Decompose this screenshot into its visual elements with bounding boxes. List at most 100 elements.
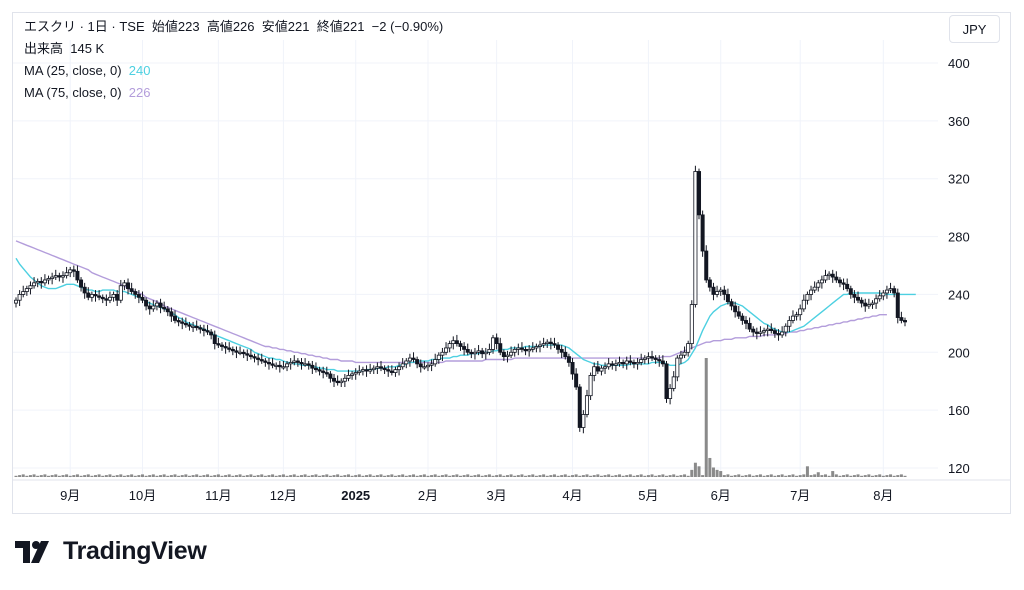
volume-bar: [321, 475, 325, 477]
ma25-row[interactable]: MA (25, close, 0) 240: [24, 60, 443, 82]
volume-bar: [271, 474, 275, 477]
candle-body: [328, 373, 333, 379]
candle-body: [194, 325, 199, 329]
volume-bar: [209, 475, 213, 477]
candle-body: [310, 364, 315, 369]
time-tick-label: 10月: [129, 488, 156, 503]
candle-body: [765, 328, 770, 331]
candle-body: [834, 276, 839, 281]
open-value: 223: [177, 19, 200, 34]
volume-bar: [397, 475, 401, 477]
volume-bar: [542, 474, 546, 477]
candle-body: [133, 291, 138, 295]
volume-bar: [618, 474, 622, 477]
candle-body: [266, 362, 271, 365]
candle-body: [545, 341, 550, 345]
volume-bar: [224, 475, 228, 477]
candle-body: [888, 288, 893, 291]
volume-bar: [545, 475, 549, 477]
candle-body: [444, 347, 449, 353]
currency-button[interactable]: JPY: [949, 15, 1000, 43]
candle-body: [256, 357, 261, 360]
volume-bar: [852, 475, 856, 477]
volume-bar: [426, 475, 430, 477]
time-tick-label: 2月: [418, 488, 438, 503]
candle-body: [541, 343, 546, 346]
volume-bar: [318, 475, 322, 477]
candle-body: [798, 308, 803, 316]
candle-body: [740, 315, 745, 321]
candle-body: [415, 359, 420, 365]
candle-body: [295, 360, 300, 363]
candle-body: [505, 354, 510, 358]
candle-body: [274, 364, 279, 367]
candle-body: [357, 370, 362, 373]
volume-bar: [274, 475, 278, 477]
candle-body: [845, 283, 850, 290]
volume-bar: [57, 475, 61, 477]
volume-bar: [278, 475, 282, 477]
candle-body: [592, 366, 597, 376]
ma75-row[interactable]: MA (75, close, 0) 226: [24, 82, 443, 104]
candle-body: [650, 356, 655, 359]
volume-bar: [896, 475, 900, 477]
volume-bar: [751, 475, 755, 477]
volume-bar: [744, 475, 748, 477]
volume-bar: [892, 475, 896, 477]
volume-bar: [18, 475, 22, 477]
volume-bar: [737, 474, 741, 477]
volume-bar: [675, 475, 679, 477]
low-value: 221: [287, 19, 310, 34]
tradingview-brand[interactable]: TradingView: [15, 537, 207, 566]
candle-body: [718, 289, 723, 292]
volume-bar: [805, 466, 809, 477]
candle-body: [697, 171, 702, 216]
time-axis: 9月 10月 11月 12月 2025 2月 3月 4月 5月 6月 7月 8月: [12, 479, 1011, 503]
candle-body: [198, 327, 203, 330]
candle-body: [725, 294, 730, 303]
price-tick-label: 200: [948, 345, 970, 360]
volume-bar: [516, 475, 520, 477]
volume-bar: [831, 471, 835, 477]
volume-bar: [220, 475, 224, 477]
volume-bar: [690, 469, 694, 477]
volume-bar: [144, 475, 148, 477]
volume-bar: [650, 474, 654, 477]
time-tick-label: 2025: [341, 488, 370, 503]
volume-bar: [592, 475, 596, 477]
volume-bar: [365, 475, 369, 477]
candle-body: [205, 330, 210, 333]
volume-bar: [596, 474, 600, 477]
candle-body: [169, 311, 174, 317]
volume-bar: [245, 475, 249, 477]
volume-bar: [310, 475, 314, 477]
candle-body: [378, 366, 383, 369]
candle-body: [794, 314, 799, 317]
candle-body: [393, 369, 398, 373]
candle-body: [201, 328, 206, 331]
price-tick-label: 400: [948, 56, 970, 71]
candle-body: [191, 325, 196, 328]
candle-body: [303, 363, 308, 366]
candle-body: [389, 370, 394, 373]
ma75-value: 226: [128, 85, 151, 100]
candle-body: [234, 350, 239, 353]
candle-body: [682, 351, 687, 356]
candle-body: [892, 288, 897, 294]
price-tick-label: 320: [948, 172, 970, 187]
volume-bar: [657, 475, 661, 477]
volume-bar: [422, 474, 426, 477]
volume-bar: [390, 474, 394, 477]
volume-bar: [813, 474, 817, 477]
volume-bar: [415, 475, 419, 477]
candle-body: [281, 366, 286, 369]
volume-bar: [249, 474, 253, 477]
volume-bar: [166, 475, 170, 477]
candle-body: [769, 328, 774, 331]
candle-body: [115, 294, 120, 301]
candle-body: [404, 360, 409, 365]
volume-bar: [589, 475, 593, 477]
volume-bar: [130, 474, 134, 477]
volume-bar: [571, 475, 575, 477]
